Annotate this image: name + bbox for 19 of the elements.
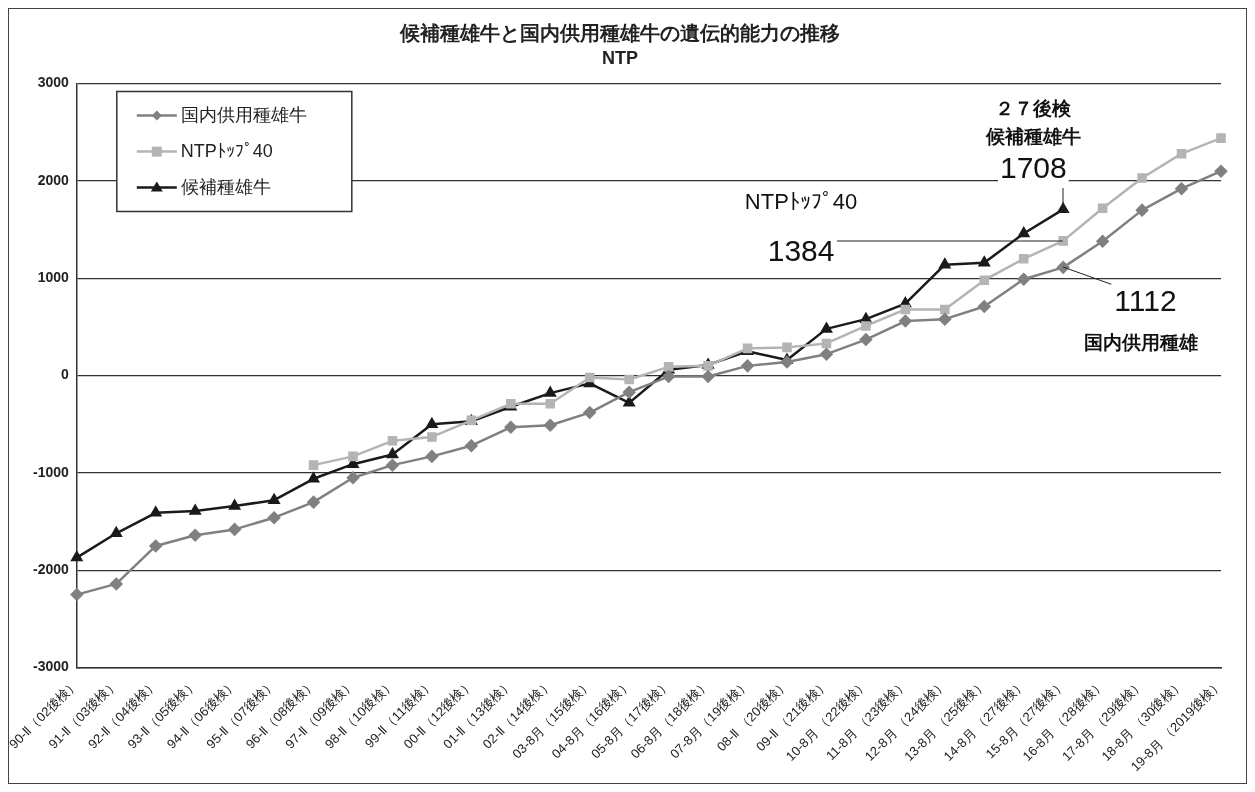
annotation: 1384 — [767, 233, 835, 267]
chart-title: 候補種雄牛と国内供用種雄牛の遺伝的能力の推移 — [399, 21, 840, 44]
annotation: NTPﾄｯﾌﾟ40 — [744, 189, 858, 215]
legend-label: NTPﾄｯﾌﾟ40 — [180, 140, 273, 161]
y-tick-label: 3000 — [37, 74, 70, 91]
y-tick-label: -3000 — [32, 658, 70, 675]
y-tick-label: 0 — [61, 366, 70, 383]
y-tick-label: 1000 — [37, 269, 70, 286]
y-tick-label: 2000 — [37, 171, 70, 188]
legend-label: 候補種雄牛 — [180, 176, 271, 197]
y-tick-label: -2000 — [32, 561, 70, 578]
annotation: ２７後検 — [995, 98, 1073, 120]
annotation: 1708 — [999, 151, 1067, 185]
legend-label: 国内供用種雄牛 — [180, 104, 307, 125]
annotation: 1112 — [1114, 283, 1177, 317]
annotation: 国内供用種雄 — [1083, 331, 1198, 353]
chart-subtitle: NTP — [602, 47, 638, 68]
annotation: 候補種雄牛 — [984, 125, 1081, 147]
y-tick-label: -1000 — [32, 463, 70, 480]
